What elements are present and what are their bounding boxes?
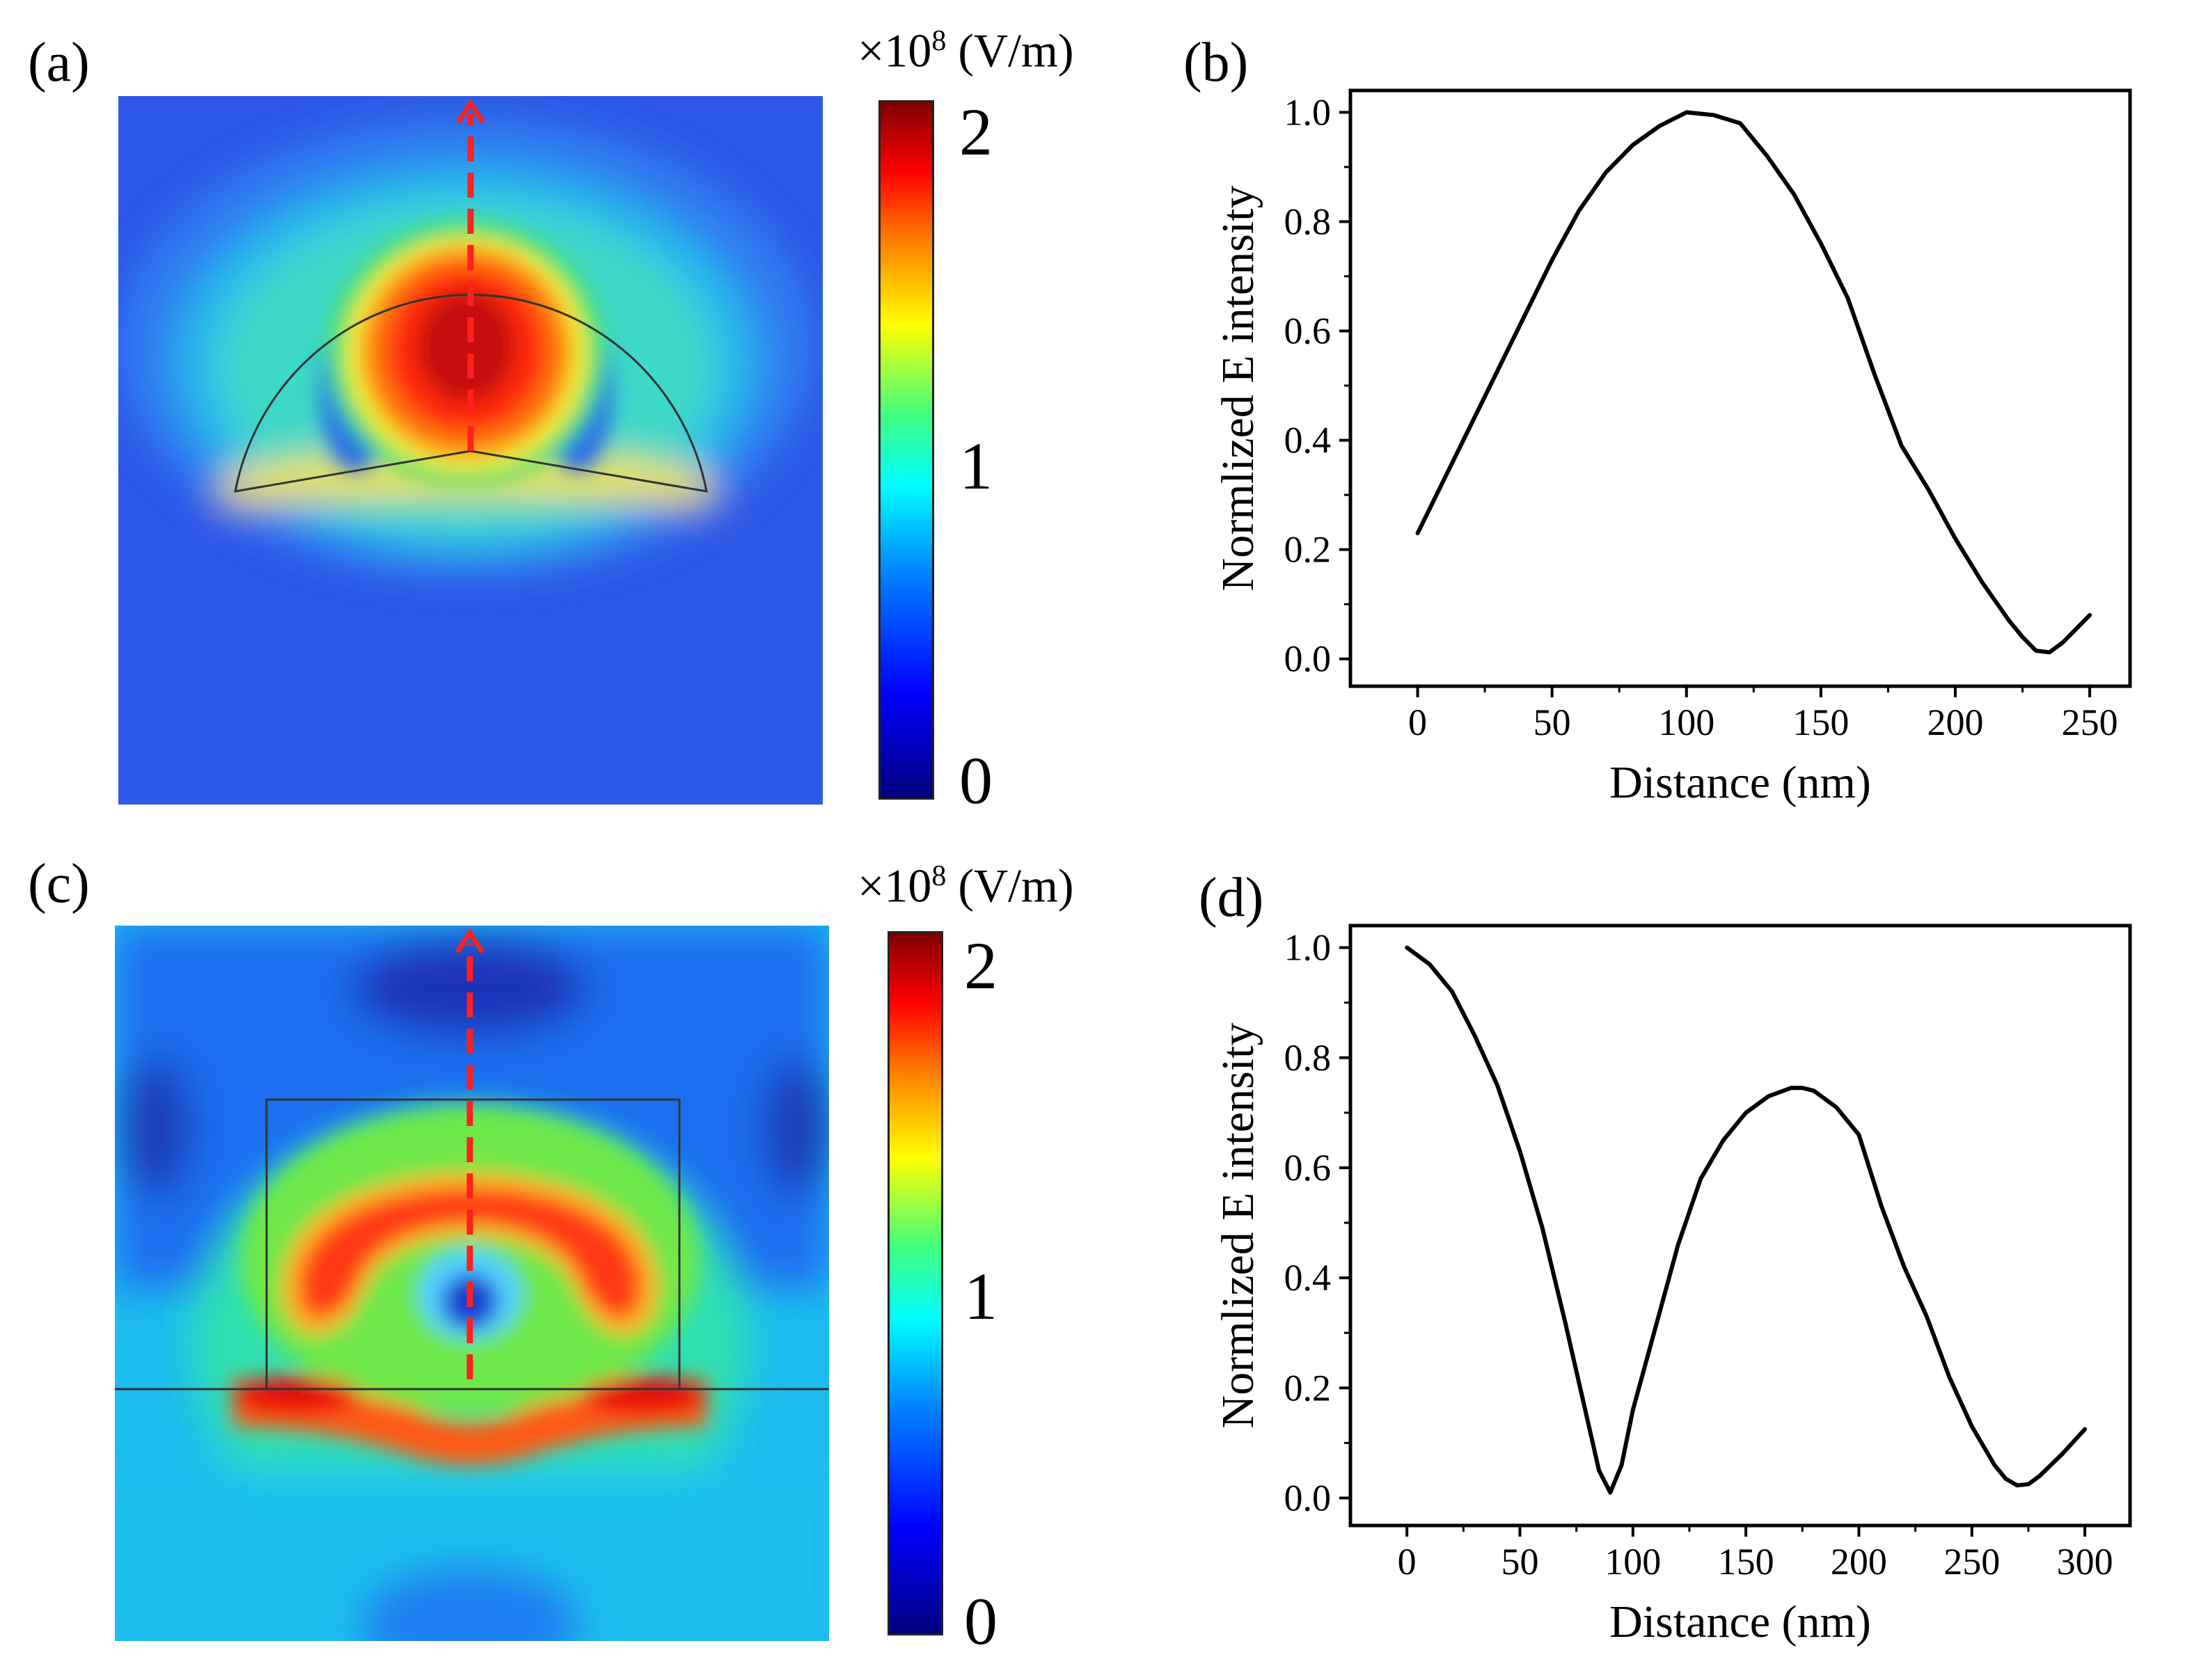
line-chart-b: 0 50 100 150 200 250 0.0 0.2 0.4 0.6 0.8 1.0 Distanc… xyxy=(1213,88,2132,808)
unit-suffix-c: (V/m) xyxy=(946,859,1074,912)
series-line xyxy=(1415,110,2092,655)
x-tick-label: 0 xyxy=(1408,702,1427,743)
colorbar-a-min: 0 xyxy=(959,743,993,818)
colorbar-a xyxy=(878,100,934,800)
x-tick-label: 150 xyxy=(1792,702,1849,743)
x-axis-label: Distance (nm) xyxy=(1609,757,1871,808)
field-map-a xyxy=(118,96,823,805)
y-tick-label: 0.0 xyxy=(1284,638,1332,680)
x-tick-label: 250 xyxy=(1943,1541,2000,1583)
y-tick-label: 0.6 xyxy=(1284,310,1332,352)
colorbar-a-max: 2 xyxy=(959,95,993,169)
series-line xyxy=(1405,945,2088,1495)
colorbar-c xyxy=(888,931,943,1635)
x-axis-label: Distance (nm) xyxy=(1609,1596,1871,1647)
y-tick-label: 1.0 xyxy=(1284,927,1332,969)
y-tick-label: 0.4 xyxy=(1284,420,1332,461)
line-chart-d: 0 50 100 150 200 250 300 0.0 0.2 0.4 0.6 0.8 1.0 Dist… xyxy=(1213,924,2132,1647)
field-map-c-svg xyxy=(115,926,829,1641)
unit-exp-c: 8 xyxy=(931,860,947,892)
plot-frame xyxy=(1348,924,2132,1528)
arrow-head-a xyxy=(456,98,485,124)
x-tick-label: 150 xyxy=(1718,1541,1774,1583)
x-tick-label: 0 xyxy=(1398,1541,1417,1583)
y-tick-label: 0.6 xyxy=(1284,1147,1332,1189)
unit-prefix-a: ×10 xyxy=(858,24,932,77)
field-map-a-svg xyxy=(118,96,823,805)
unit-exp-a: 8 xyxy=(931,25,947,57)
field-map-c xyxy=(115,926,829,1641)
unit-label-c: ×108 (V/m) xyxy=(858,862,1074,910)
hemisphere-outline xyxy=(234,294,708,493)
y-axis-label: Normlized E intensity xyxy=(1213,1023,1263,1429)
x-tick-label: 250 xyxy=(2062,702,2118,743)
panel-b-label: (b) xyxy=(1183,32,1249,93)
colorbar-c-mid: 1 xyxy=(964,1259,998,1333)
panel-c-label: (c) xyxy=(28,853,90,914)
panel-d-label: (d) xyxy=(1199,867,1264,928)
x-tick-label: 100 xyxy=(1604,1541,1661,1583)
unit-suffix-a: (V/m) xyxy=(946,24,1074,77)
y-tick-label: 0.4 xyxy=(1284,1257,1332,1299)
plot-frame xyxy=(1348,88,2132,688)
y-tick-label: 0.8 xyxy=(1284,200,1332,242)
x-tick-label: 50 xyxy=(1533,702,1571,743)
y-tick-label: 0.8 xyxy=(1284,1037,1332,1079)
y-tick-label: 0.2 xyxy=(1284,1367,1332,1409)
colorbar-c-max: 2 xyxy=(964,928,998,1003)
panel-a-label: (a) xyxy=(28,32,90,93)
x-tick-label: 200 xyxy=(1927,702,1983,743)
y-axis-label: Normlized E intensity xyxy=(1213,186,1263,592)
colorbar-c-min: 0 xyxy=(964,1584,998,1658)
x-tick-label: 200 xyxy=(1831,1541,1887,1583)
x-tick-label: 300 xyxy=(2057,1541,2113,1583)
unit-label-a: ×108 (V/m) xyxy=(858,26,1074,74)
colorbar-a-mid: 1 xyxy=(959,429,993,503)
y-tick-label: 1.0 xyxy=(1284,91,1332,133)
x-tick-label: 100 xyxy=(1658,702,1714,743)
arrow-head-c xyxy=(455,928,484,953)
x-tick-label: 50 xyxy=(1501,1541,1538,1583)
y-tick-label: 0.0 xyxy=(1284,1477,1332,1519)
y-tick-label: 0.2 xyxy=(1284,529,1332,571)
unit-prefix-c: ×10 xyxy=(858,859,932,912)
